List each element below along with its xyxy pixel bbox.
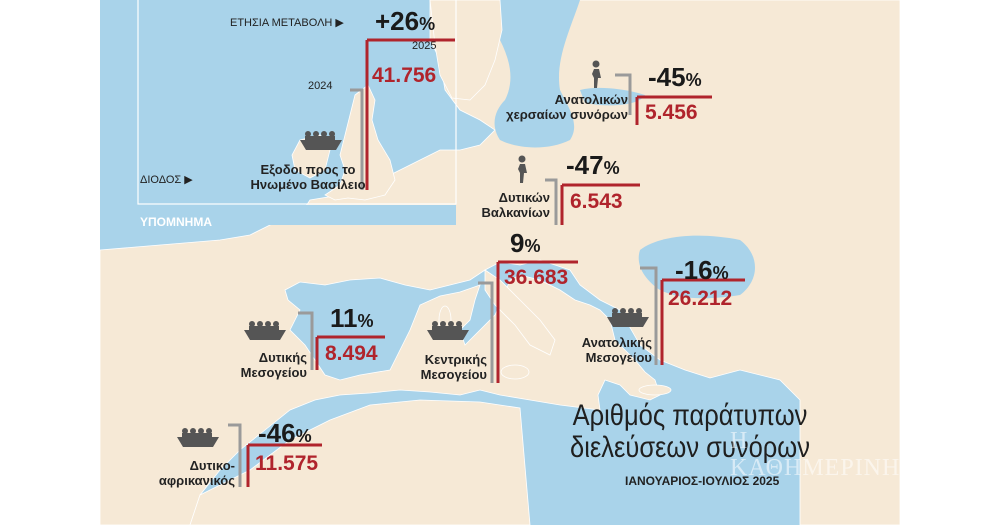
- map-background: [100, 0, 900, 525]
- walker-icon: [512, 155, 532, 190]
- route-value-western-med: 8.494: [325, 342, 378, 365]
- boat-icon: [298, 128, 344, 157]
- watermark: Η ΚΑΘΗΜΕΡΙΝΗ: [730, 428, 900, 481]
- route-name-west-african: Δυτικο-αφρικανικός: [158, 458, 235, 488]
- route-change-western-balkans: -47%: [566, 150, 620, 180]
- route-change-west-african: -46%: [258, 418, 312, 448]
- legend-heading: ΥΠΟΜΝΗΜΑ: [140, 215, 212, 229]
- boat-icon: [425, 318, 471, 347]
- legend-value-2025: 41.756: [372, 64, 437, 87]
- route-change-central-med: 9%: [510, 228, 541, 258]
- route-change-eastern-med: -16%: [675, 255, 729, 285]
- legend-route-name: Εξοδοι προς το Ηνωμένο Βασίλειο: [250, 162, 366, 192]
- route-change-western-med: 11%: [330, 303, 374, 333]
- route-value-west-african: 11.575: [255, 452, 319, 475]
- boat-icon: [175, 425, 221, 454]
- legend-year-2024: 2024: [308, 80, 333, 92]
- legend-change-value: +26%: [375, 6, 436, 36]
- route-name-eastern-med: Ανατολικής Μεσογείου: [581, 335, 652, 365]
- route-name-western-med: Δυτικής Μεσογείου: [240, 350, 307, 380]
- route-name-eastern-land: Ανατολικών χερσαίων συνόρων: [506, 92, 628, 122]
- route-markers: [228, 38, 745, 487]
- map-title: Αριθμός παράτυπων διελεύσεων συνόρων: [570, 399, 810, 464]
- boat-icon: [605, 305, 651, 334]
- route-value-eastern-land: 5.456: [645, 101, 698, 124]
- europe-map: ΕΤΗΣΙΑ ΜΕΤΑΒΟΛΗ ▶ +26% 2025 2024 41.756 …: [100, 0, 900, 525]
- route-name-central-med: Κεντρικής Μεσογείου: [420, 352, 487, 382]
- legend-year-2025: 2025: [412, 40, 437, 52]
- legend-annual-change: ΕΤΗΣΙΑ ΜΕΤΑΒΟΛΗ ▶: [230, 17, 344, 29]
- route-name-western-balkans: Δυτικών Βαλκανίων: [481, 190, 550, 220]
- route-value-western-balkans: 6.543: [570, 190, 623, 213]
- route-value-central-med: 36.683: [504, 266, 569, 289]
- route-value-eastern-med: 26.212: [668, 287, 733, 310]
- route-change-eastern-land: -45%: [648, 62, 702, 92]
- legend-route: ΔΙΟΔΟΣ ▶: [140, 174, 193, 186]
- walker-icon: [586, 60, 606, 95]
- boat-icon: [242, 318, 288, 347]
- map-subtitle: ΙΑΝΟΥΑΡΙΟΣ-ΙΟΥΛΙΟΣ 2025: [625, 474, 780, 488]
